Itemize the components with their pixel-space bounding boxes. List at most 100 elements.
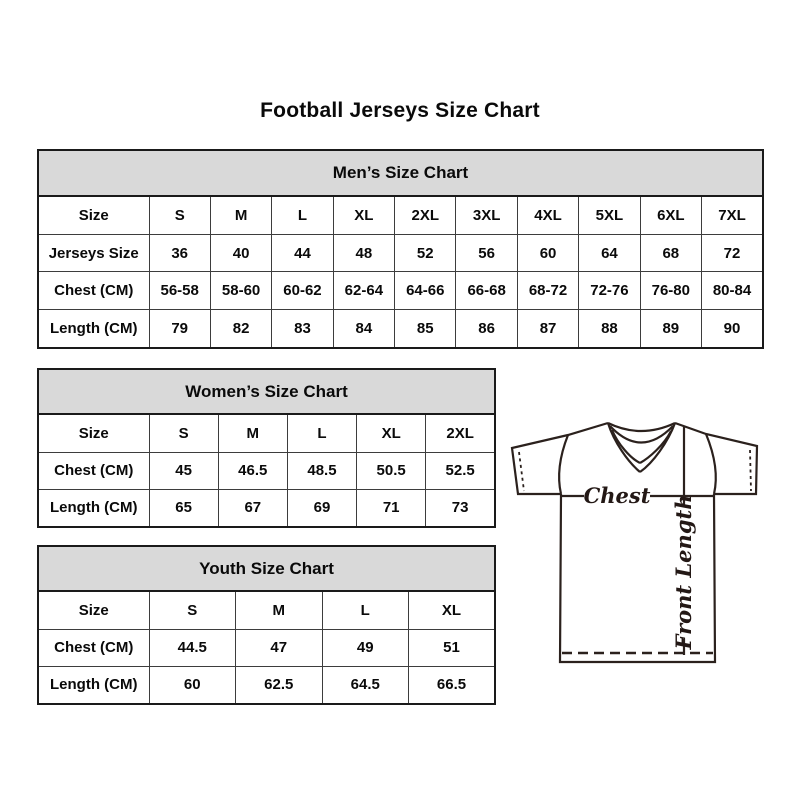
cell-value: 48.5 (286, 451, 358, 490)
cell-value: 2XL (394, 195, 457, 235)
cell-value: XL (332, 195, 396, 235)
cell-value: 56 (455, 233, 518, 273)
mens-size-table: Men’s Size Chart Size S M L XL 2XL 3XL 4XL 5XL 6XL… (37, 149, 764, 349)
cell-value: 47 (235, 628, 323, 667)
cell-value: 69 (286, 488, 358, 528)
cell-value: 52 (394, 233, 457, 273)
row-label: Size (37, 413, 150, 453)
cell-value: 62.5 (235, 665, 323, 705)
cell-value: 67 (217, 488, 288, 528)
cell-value: S (148, 195, 211, 235)
womens-size-table-grid: Women’s Size Chart Size S M L XL 2XL Chest (CM)… (37, 368, 496, 528)
table-row: Size S M L XL (37, 590, 496, 630)
jersey-right-sleeve (674, 421, 759, 496)
cell-value: 68-72 (516, 271, 580, 310)
cell-value: 3XL (455, 195, 518, 235)
cell-value: 88 (578, 308, 641, 349)
cell-value: 6XL (639, 195, 703, 235)
cell-value: M (209, 195, 273, 235)
cell-value: 49 (321, 628, 409, 667)
row-label: Chest (CM) (37, 628, 150, 667)
table-section-title: Men’s Size Chart (37, 149, 764, 197)
table-row: Length (CM) 65 67 69 71 73 (37, 488, 496, 528)
table-row: Chest (CM) 44.5 47 49 51 (37, 628, 496, 667)
womens-size-table: Women’s Size Chart Size S M L XL 2XL Chest (CM)… (37, 368, 496, 528)
cell-value: S (148, 590, 236, 630)
cell-value: S (148, 413, 219, 453)
cell-value: 58-60 (209, 271, 273, 310)
row-label: Chest (CM) (37, 451, 150, 490)
row-label: Length (CM) (37, 308, 150, 349)
table-row: Size S M L XL 2XL 3XL 4XL 5XL 6XL 7XL (37, 195, 764, 235)
cell-value: 86 (455, 308, 518, 349)
cell-value: 45 (148, 451, 219, 490)
jersey-right-cuff-stitch (749, 449, 752, 492)
mens-size-table-grid: Men’s Size Chart Size S M L XL 2XL 3XL 4XL 5XL 6XL… (37, 149, 764, 349)
cell-value: L (271, 195, 334, 235)
cell-value: 79 (148, 308, 211, 349)
cell-value: 71 (356, 488, 427, 528)
cell-value: 50.5 (356, 451, 427, 490)
table-row: Chest (CM) 56-58 58-60 60-62 62-64 64-66 66-68… (37, 271, 764, 310)
cell-value: 2XL (425, 413, 496, 453)
cell-value: M (235, 590, 323, 630)
cell-value: 44.5 (148, 628, 236, 667)
cell-value: 89 (639, 308, 703, 349)
cell-value: 84 (332, 308, 396, 349)
cell-value: L (286, 413, 358, 453)
front-length-label: Front Length (671, 495, 696, 651)
table-row: Length (CM) 79 82 83 84 85 86 87 88 89 90 (37, 308, 764, 349)
jersey-vneck-outer (606, 422, 677, 473)
cell-value: XL (408, 590, 496, 630)
cell-value: 66-68 (455, 271, 518, 310)
row-label: Chest (CM) (37, 271, 150, 310)
table-section-title: Youth Size Chart (37, 545, 496, 593)
cell-value: 76-80 (639, 271, 703, 310)
cell-value: 51 (408, 628, 496, 667)
jersey-body (558, 493, 717, 664)
cell-value: 60 (516, 233, 580, 273)
cell-value: 66.5 (408, 665, 496, 705)
cell-value: 7XL (701, 195, 764, 235)
jersey-measurement-diagram: Chest Front Length (508, 412, 762, 664)
chest-label: Chest (584, 483, 651, 508)
jersey-right-armhole-seam (704, 433, 717, 495)
cell-value: 36 (148, 233, 211, 273)
row-label: Length (CM) (37, 488, 150, 528)
cell-value: 65 (148, 488, 219, 528)
cell-value: 5XL (578, 195, 641, 235)
cell-value: 44 (271, 233, 334, 273)
cell-value: 64 (578, 233, 641, 273)
cell-value: 60-62 (271, 271, 334, 310)
jersey-vneck-inner (610, 429, 672, 464)
page-title: Football Jerseys Size Chart (260, 99, 540, 122)
table-row: Chest (CM) 45 46.5 48.5 50.5 52.5 (37, 451, 496, 490)
youth-size-table-grid: Youth Size Chart Size S M L XL Chest (CM) 44.5 4… (37, 545, 496, 705)
cell-value: 56-58 (148, 271, 211, 310)
table-row: Length (CM) 60 62.5 64.5 66.5 (37, 665, 496, 705)
cell-value: 82 (209, 308, 273, 349)
cell-value: 4XL (516, 195, 580, 235)
cell-value: 90 (701, 308, 764, 349)
cell-value: 64-66 (394, 271, 457, 310)
cell-value: L (321, 590, 409, 630)
row-label: Size (37, 590, 150, 630)
row-label: Size (37, 195, 150, 235)
youth-size-table: Youth Size Chart Size S M L XL Chest (CM) 44.5 4… (37, 545, 496, 705)
cell-value: 68 (639, 233, 703, 273)
jersey-left-cuff-stitch (518, 451, 525, 492)
cell-value: 73 (425, 488, 496, 528)
jersey-left-armhole-seam (558, 434, 570, 495)
cell-value: M (217, 413, 288, 453)
jersey-collar-back-curves (607, 422, 676, 444)
cell-value: 52.5 (425, 451, 496, 490)
jersey-icon: Chest Front Length (510, 421, 759, 664)
cell-value: 87 (516, 308, 580, 349)
cell-value: 40 (209, 233, 273, 273)
cell-value: 83 (271, 308, 334, 349)
cell-value: 48 (332, 233, 396, 273)
table-row: Jerseys Size 36 40 44 48 52 56 60 64 68 72 (37, 233, 764, 273)
cell-value: 80-84 (701, 271, 764, 310)
cell-value: 85 (394, 308, 457, 349)
